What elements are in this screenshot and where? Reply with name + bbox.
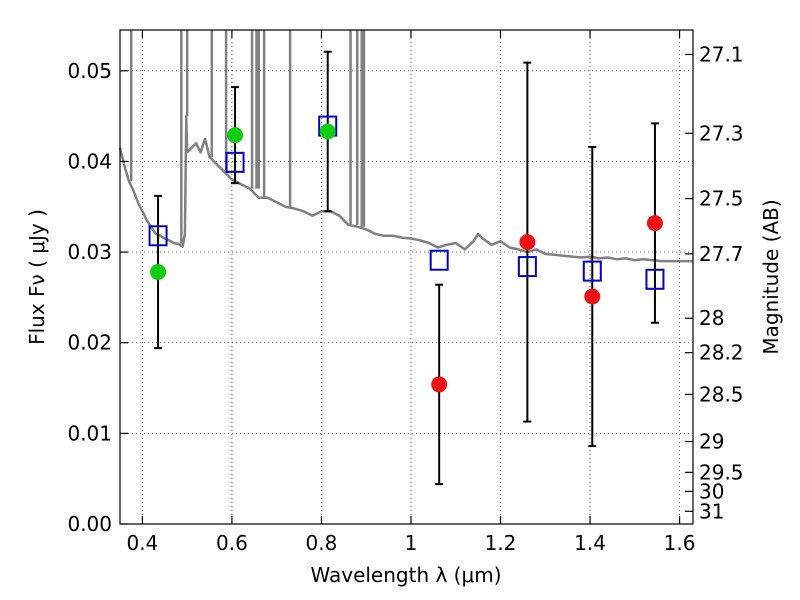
x-tick-label: 1.2 (485, 531, 517, 555)
markers (148, 115, 665, 393)
y-tick-label: 0.02 (67, 331, 112, 355)
x-tick-label: 0.6 (216, 531, 248, 555)
right-tick-label: 30 (699, 479, 724, 503)
right-tick-label: 28.5 (699, 382, 744, 406)
right-tick-label: 29 (699, 430, 724, 454)
x-tick-label: 1.6 (664, 531, 696, 555)
model-photometry-point (225, 151, 245, 173)
right-tick-label: 27.7 (699, 242, 744, 266)
detection-point (227, 127, 244, 144)
non-detection-point (646, 215, 663, 232)
non-detection-point (584, 288, 601, 305)
x-axis-label: Wavelength λ (μm) (310, 563, 501, 587)
model-photometry-point (645, 268, 665, 290)
right-tick-label: 29.5 (699, 460, 744, 484)
plot-frame (119, 29, 694, 525)
spectrum-line (118, 114, 693, 263)
right-tick-label: 28 (699, 306, 724, 330)
axes: 0.4 0.6 0.8 1 1.2 1.4 1.6 0.00 0.01 0.02 0.03 0.04 0… (67, 30, 744, 555)
x-tick-label: 0.8 (306, 531, 338, 555)
model-photometry-point (148, 225, 168, 247)
y-tick-label: 0.03 (67, 240, 112, 264)
model-photometry-point (582, 260, 602, 282)
right-tick-label: 27.5 (699, 187, 744, 211)
x-tick-label: 1 (405, 531, 418, 555)
y-tick-label: 0.01 (67, 421, 112, 445)
right-tick-label: 27.3 (699, 121, 744, 145)
model-spectrum (118, 30, 693, 263)
x-tick-label: 1.4 (574, 531, 606, 555)
model-photometry-point (517, 256, 537, 278)
y-tick-label: 0.04 (67, 149, 112, 173)
right-tick-label: 31 (699, 499, 724, 523)
detection-point (150, 264, 167, 281)
detection-point (319, 123, 336, 140)
y-tick-label: 0.05 (67, 59, 112, 83)
non-detection-point (519, 234, 536, 251)
model-photometry-point (429, 249, 449, 271)
right-tick-label: 28.2 (699, 341, 744, 365)
right-tick-label: 27.1 (699, 42, 744, 66)
y-axis-label: Flux Fν ( μJy ) (25, 209, 49, 345)
non-detection-point (431, 376, 448, 393)
right-axis-label: Magnitude (AB) (759, 199, 783, 354)
y-tick-label: 0.00 (67, 512, 112, 536)
x-tick-label: 0.4 (126, 531, 158, 555)
